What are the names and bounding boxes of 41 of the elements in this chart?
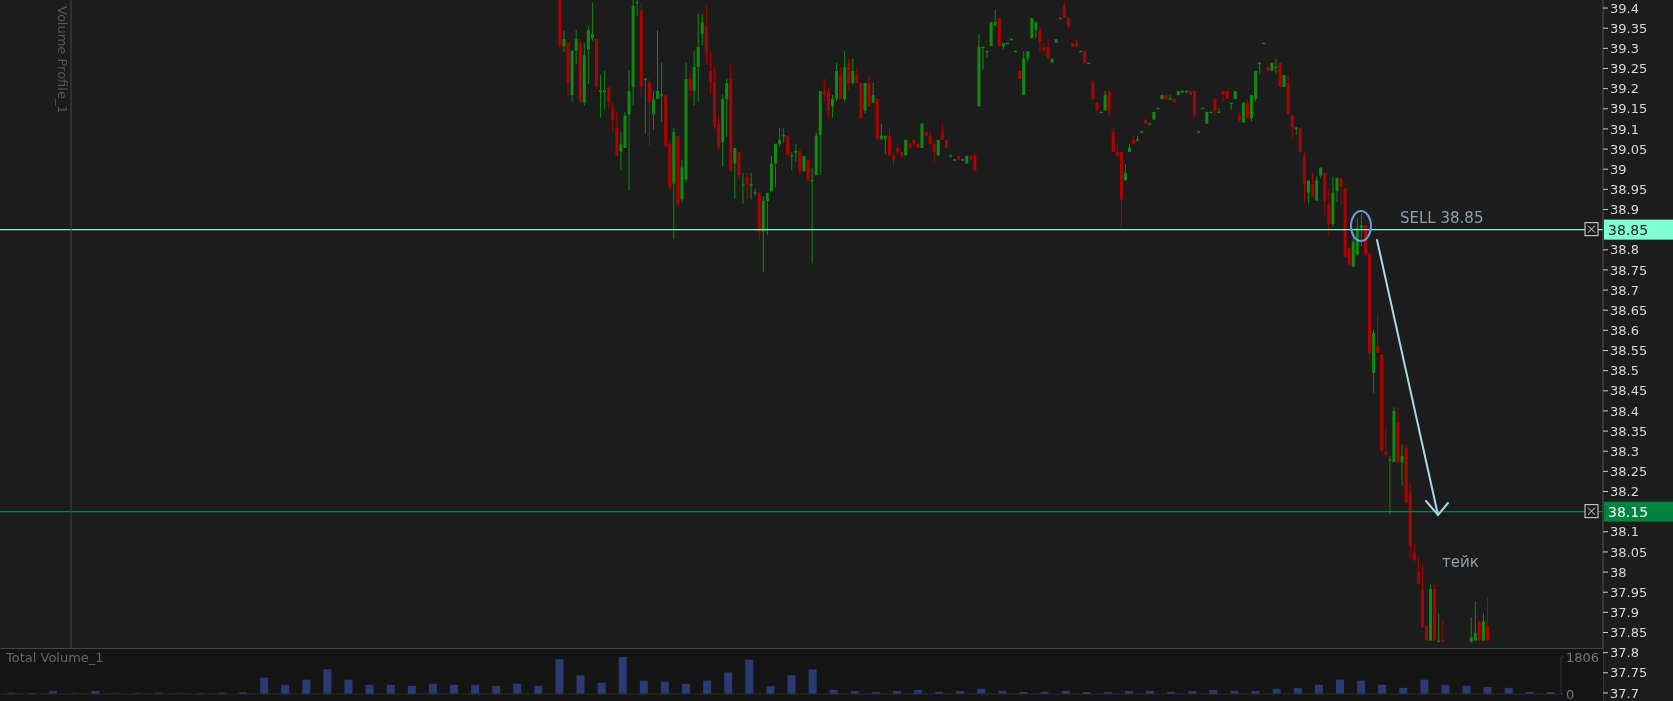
y-tick-label: 38.7 bbox=[1610, 282, 1639, 298]
y-tick-label: 39.25 bbox=[1610, 61, 1648, 77]
y-tick-label: 1806 bbox=[1566, 649, 1600, 665]
y-tick-label: 39.1 bbox=[1610, 121, 1639, 137]
chart-title: Total Volume_1 bbox=[6, 650, 104, 665]
ref-line-label: 38.15 bbox=[1608, 503, 1649, 520]
y-tick-label: 38.65 bbox=[1610, 302, 1648, 318]
annotation: тейк bbox=[1442, 553, 1479, 571]
y-tick-label: 37.7 bbox=[1610, 685, 1639, 701]
y-tick-label: 37.95 bbox=[1610, 584, 1648, 600]
y-tick-label: 39.05 bbox=[1610, 141, 1648, 157]
y-tick-label: 39.15 bbox=[1610, 101, 1648, 117]
y-tick-label: 38.3 bbox=[1610, 443, 1639, 459]
annotation: SELL 38.85 bbox=[1400, 209, 1484, 227]
y-tick-label: 38.9 bbox=[1610, 202, 1639, 218]
y-tick-label: 38.75 bbox=[1610, 262, 1648, 278]
ref-line-label: 38.85 bbox=[1608, 221, 1649, 238]
y-tick-label: 38 bbox=[1610, 564, 1627, 580]
annotation: Volume Profile_1 bbox=[55, 6, 70, 114]
y-tick-label: 38.4 bbox=[1610, 403, 1639, 419]
y-tick-label: 38.05 bbox=[1610, 544, 1648, 560]
y-tick-label: 39.4 bbox=[1610, 0, 1639, 16]
y-tick-label: 38.8 bbox=[1610, 242, 1639, 258]
y-tick-label: 38.2 bbox=[1610, 484, 1639, 500]
y-tick-label: 37.85 bbox=[1610, 625, 1648, 641]
y-tick-label: 39.3 bbox=[1610, 40, 1639, 56]
y-tick-label: 39.2 bbox=[1610, 81, 1639, 97]
y-tick-label: 0 bbox=[1566, 686, 1575, 701]
y-tick-label: 37.75 bbox=[1610, 665, 1648, 681]
y-tick-label: 38.5 bbox=[1610, 363, 1639, 379]
y-tick-label: 38.55 bbox=[1610, 343, 1648, 359]
y-tick-label: 38.6 bbox=[1610, 322, 1639, 338]
y-tick-label: 39.35 bbox=[1610, 20, 1648, 36]
y-tick-label: 38.25 bbox=[1610, 463, 1648, 479]
y-tick-label: 38.1 bbox=[1610, 524, 1639, 540]
y-tick-label: 39 bbox=[1610, 161, 1627, 177]
y-tick-label: 38.35 bbox=[1610, 423, 1648, 439]
y-tick-label: 38.45 bbox=[1610, 383, 1648, 399]
y-tick-label: 37.8 bbox=[1610, 645, 1639, 661]
y-tick-label: 38.95 bbox=[1610, 181, 1648, 197]
y-tick-label: 37.9 bbox=[1610, 604, 1639, 620]
